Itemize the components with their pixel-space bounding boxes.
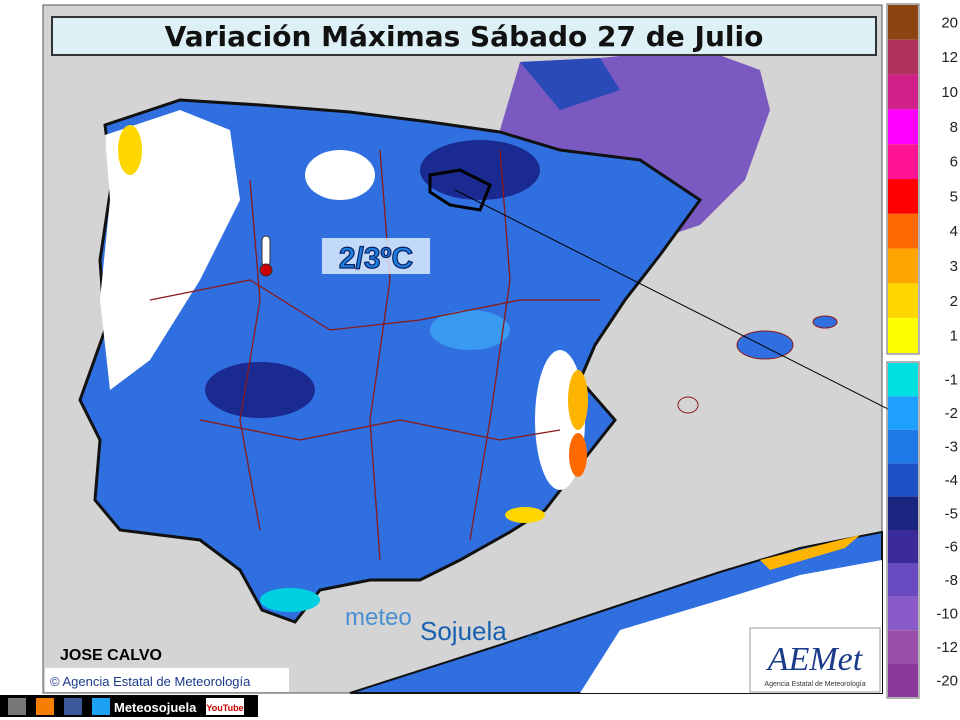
- mild-zone: [430, 310, 510, 350]
- legend-swatch: [888, 179, 918, 214]
- legend-swatch: [888, 144, 918, 179]
- legend-frame: [886, 361, 920, 699]
- legend-label: 4: [950, 223, 958, 240]
- social-icon: [8, 698, 26, 715]
- iberia: [78, 98, 703, 624]
- social-icon: [64, 698, 82, 715]
- balearics: [812, 315, 838, 329]
- social-icon: [36, 698, 54, 715]
- annotation-box: [322, 238, 430, 274]
- logo-box: [749, 627, 881, 693]
- france-area: [520, 58, 620, 110]
- legend-label: -6: [945, 539, 958, 556]
- cold-zone: [205, 362, 315, 418]
- thermometer: [261, 235, 271, 267]
- title: Variación Máximas Sábado 27 de Julio: [165, 20, 764, 53]
- legend-swatch: [888, 363, 918, 397]
- mild-zone: [260, 588, 320, 612]
- logo-name: AEMet: [766, 641, 864, 678]
- legend-swatch: [888, 109, 918, 145]
- watermark-meteo: meteo: [345, 604, 412, 631]
- legend-label: -20: [936, 672, 958, 689]
- footer-brand: Meteosojuela: [114, 700, 197, 715]
- warm-zone: [569, 433, 587, 477]
- credit-box: [45, 668, 289, 692]
- legend-label: -1: [945, 372, 958, 389]
- legend-swatch: [888, 396, 918, 430]
- legend-swatch: [888, 283, 918, 319]
- pointer-line: [454, 189, 891, 411]
- social-icon: [92, 698, 110, 715]
- balearics: [736, 330, 794, 360]
- legend-swatch: [888, 563, 918, 597]
- legend-swatch: [888, 5, 918, 40]
- legend-label: 10: [941, 84, 958, 101]
- rioja-outline: [428, 168, 492, 212]
- annotation: 2/3ºC: [339, 242, 413, 275]
- legend-label: 6: [950, 154, 958, 171]
- youtube-box: [206, 698, 244, 715]
- warm-zone: [505, 507, 545, 523]
- legend-label: 20: [941, 14, 958, 31]
- legend-label: -4: [945, 472, 958, 489]
- legend-swatch: [888, 429, 918, 464]
- legend-swatch: [888, 663, 918, 697]
- legend-label: -10: [936, 606, 958, 623]
- legend-frame: [886, 3, 920, 355]
- warm-zone: [118, 125, 142, 175]
- watermark-domain: .es: [524, 631, 539, 643]
- warm-zone: [760, 535, 860, 570]
- footer-youtube: YouTube: [206, 703, 243, 713]
- legend-label: 12: [941, 49, 958, 66]
- white-zone: [305, 150, 375, 200]
- legend-label: 3: [950, 258, 958, 275]
- title-box: [51, 16, 877, 56]
- legend-label: -2: [945, 405, 958, 422]
- legend-swatch: [888, 74, 918, 110]
- legend-swatch: [888, 596, 918, 631]
- legend-label: -3: [945, 439, 958, 456]
- thermometer: [259, 263, 273, 277]
- legend-swatch: [888, 248, 918, 284]
- author: JOSE CALVO: [60, 647, 162, 664]
- legend-label: 2: [950, 293, 958, 310]
- legend-swatch: [888, 463, 918, 497]
- legend-label: -5: [945, 505, 958, 522]
- logo-subtitle: Agencia Estatal de Meteorología: [764, 681, 865, 688]
- legend-swatch: [888, 318, 918, 353]
- legend-label: 5: [950, 188, 958, 205]
- legend-swatch: [888, 530, 918, 564]
- legend-swatch: [888, 213, 918, 249]
- legend-label: 1: [950, 328, 958, 345]
- cold-zone: [420, 140, 540, 200]
- legend-label: -12: [936, 639, 958, 656]
- watermark-sojuela: Sojuela: [420, 616, 507, 646]
- white-zone: [100, 110, 240, 390]
- legend-swatch: [888, 630, 918, 664]
- warm-zone: [568, 370, 588, 430]
- balearics: [677, 396, 699, 414]
- legend-label: -8: [945, 572, 958, 589]
- credit: © Agencia Estatal de Meteorología: [50, 674, 251, 689]
- legend-label: 8: [950, 119, 958, 136]
- legend-swatch: [888, 496, 918, 530]
- legend-swatch: [888, 39, 918, 75]
